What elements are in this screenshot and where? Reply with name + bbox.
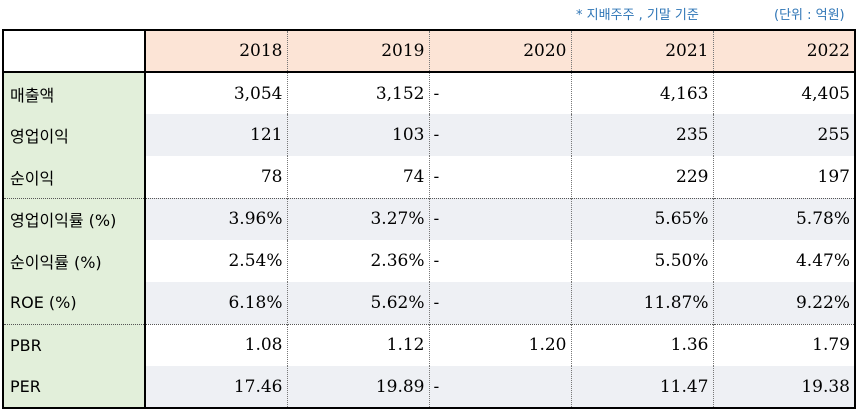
cell: -	[428, 366, 571, 408]
cell: -	[428, 72, 571, 114]
cell: 17.46	[144, 366, 287, 408]
cell: 2.54%	[144, 240, 287, 282]
cell: 103	[286, 114, 429, 156]
cell: 78	[144, 156, 287, 198]
cell: 74	[286, 156, 429, 198]
cell: 5.78%	[712, 197, 855, 240]
cell: 11.47	[570, 366, 713, 408]
row-label: PBR	[3, 323, 146, 366]
cell: 6.18%	[144, 282, 287, 324]
cell: 255	[712, 114, 855, 156]
table-row: 순이익 78 74 - 229 197	[3, 156, 855, 198]
year-header: 2021	[570, 30, 713, 73]
cell: -	[428, 197, 571, 240]
basis-note: * 지배주주 , 기말 기준	[576, 8, 699, 23]
unit-note: (단위 : 억원)	[774, 8, 845, 23]
row-label: 순이익	[3, 156, 146, 198]
cell: 1.36	[570, 323, 713, 366]
row-label: 순이익률 (%)	[3, 240, 146, 282]
row-label: PER	[3, 366, 146, 408]
cell: 4,163	[570, 72, 713, 114]
table-row: 영업이익 121 103 - 235 255	[3, 114, 855, 156]
cell: 4.47%	[712, 240, 855, 282]
cell: 19.38	[712, 366, 855, 408]
cell: 1.08	[144, 323, 287, 366]
table-row: ROE (%) 6.18% 5.62% - 11.87% 9.22%	[3, 282, 855, 324]
financial-table: 2018 2019 2020 2021 2022 매출액 3,054 3,152…	[2, 29, 856, 409]
table-row: PBR 1.08 1.12 1.20 1.36 1.79	[3, 323, 855, 366]
row-label: 영업이익률 (%)	[3, 197, 146, 240]
cell: 2.36%	[286, 240, 429, 282]
cell: 9.22%	[712, 282, 855, 324]
cell: 5.50%	[570, 240, 713, 282]
cell: -	[428, 156, 571, 198]
cell: -	[428, 282, 571, 324]
table-row: 영업이익률 (%) 3.96% 3.27% - 5.65% 5.78%	[3, 197, 855, 240]
header-corner	[3, 30, 146, 73]
cell: 3.96%	[144, 197, 287, 240]
year-header: 2020	[428, 30, 571, 73]
cell: 1.20	[428, 323, 571, 366]
cell: 197	[712, 156, 855, 198]
cell: 5.65%	[570, 197, 713, 240]
cell: 1.12	[286, 323, 429, 366]
cell: 1.79	[712, 323, 855, 366]
cell: 19.89	[286, 366, 429, 408]
cell: 3,152	[286, 72, 429, 114]
cell: 5.62%	[286, 282, 429, 324]
table-row: 순이익률 (%) 2.54% 2.36% - 5.50% 4.47%	[3, 240, 855, 282]
row-label: ROE (%)	[3, 282, 146, 324]
header-row: 2018 2019 2020 2021 2022	[3, 30, 855, 73]
year-header: 2018	[144, 30, 287, 73]
cell: -	[428, 240, 571, 282]
table-row: PER 17.46 19.89 - 11.47 19.38	[3, 366, 855, 408]
cell: 3,054	[144, 72, 287, 114]
row-label: 매출액	[3, 72, 146, 114]
cell: 121	[144, 114, 287, 156]
cell: 235	[570, 114, 713, 156]
cell: 11.87%	[570, 282, 713, 324]
year-header: 2022	[712, 30, 855, 73]
cell: -	[428, 114, 571, 156]
cell: 3.27%	[286, 197, 429, 240]
cell: 229	[570, 156, 713, 198]
cell: 4,405	[712, 72, 855, 114]
row-label: 영업이익	[3, 114, 146, 156]
year-header: 2019	[286, 30, 429, 73]
table-row: 매출액 3,054 3,152 - 4,163 4,405	[3, 72, 855, 114]
